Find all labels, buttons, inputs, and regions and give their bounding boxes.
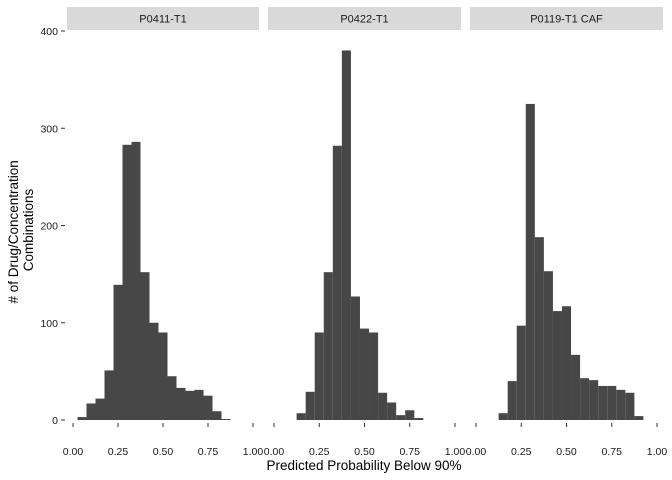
x-tick-label: 0.50 (153, 446, 174, 458)
histogram-bar (405, 410, 415, 420)
y-tick-label: 400 (40, 26, 58, 38)
x-tick-label: 0.00 (466, 446, 487, 458)
histogram-bar (534, 237, 544, 420)
histogram-bar (414, 418, 424, 420)
histogram-bar (212, 411, 222, 420)
x-tick-label: 0.25 (511, 446, 532, 458)
x-tick-label: 0.75 (198, 446, 219, 458)
histogram-bar (616, 389, 626, 420)
histogram-bar (525, 103, 535, 420)
histogram-bar (104, 370, 114, 420)
histogram-bar (369, 332, 379, 420)
histogram-bar (131, 141, 141, 421)
y-axis: 0 100 200 300 400 (40, 26, 65, 427)
x-tick-label: 0.50 (354, 446, 375, 458)
histogram-bar (580, 378, 590, 420)
histogram-bar (113, 284, 123, 420)
facet-strip-label: P0411-T1 (139, 14, 187, 26)
histogram-bar (221, 419, 231, 420)
x-tick-label: 0.75 (400, 446, 421, 458)
histogram-bar (634, 416, 644, 420)
x-tick-label: 0.00 (264, 446, 285, 458)
histogram-bar (323, 272, 333, 420)
x-tick-label: 0.75 (602, 446, 623, 458)
facet-strip-label: P0119-T1 CAF (530, 14, 603, 26)
histogram-bar (598, 385, 608, 420)
histogram-bar (378, 392, 388, 420)
histogram-bar (387, 402, 397, 420)
histogram-bar (507, 381, 517, 420)
histogram-bar (158, 332, 168, 420)
histogram-bar (176, 387, 186, 420)
histogram-bar (359, 328, 370, 420)
histogram-bar (625, 392, 635, 420)
histogram-bar (194, 389, 204, 420)
y-tick-label: 200 (40, 221, 58, 233)
panels-layer: P0411-T1 0.00 0.25 0.50 0.75 1.00 P0422-T1 0.00… (63, 7, 668, 458)
histogram-bar (185, 390, 195, 420)
histogram-bar (167, 376, 177, 420)
histogram-bar (350, 296, 360, 420)
facet-strip (67, 7, 259, 30)
histogram-bar (498, 413, 508, 420)
histogram-bar (140, 272, 150, 420)
histogram-bar (552, 311, 562, 420)
histogram-bar (305, 391, 315, 420)
histogram-bar (95, 398, 105, 420)
facet-strip (470, 7, 663, 30)
histogram-bar (516, 325, 526, 420)
y-axis-title-line-2: Combinations (21, 188, 36, 271)
y-axis-title-line-1: # of Drug/Concentration (6, 160, 21, 303)
panel-1: P0411-T1 0.00 0.25 0.50 0.75 1.00 (63, 7, 264, 458)
panel-2: P0422-T1 0.00 0.25 0.50 0.75 1.00 (264, 7, 466, 458)
facet-strip (268, 7, 461, 30)
facet-strip-label: P0422-T1 (340, 14, 388, 26)
histogram-bar (589, 380, 599, 420)
histogram-bar (203, 395, 213, 420)
y-axis-title: # of Drug/Concentration Combinations (6, 156, 36, 303)
histogram-bar (314, 332, 324, 420)
histogram-bar (396, 415, 406, 420)
x-tick-label: 0.00 (63, 446, 84, 458)
x-tick-label: 1.00 (445, 446, 466, 458)
histogram-bar (607, 385, 617, 420)
histogram-bar (561, 306, 572, 420)
histogram-bar (296, 413, 306, 420)
histogram-bar (543, 271, 553, 420)
histogram-bar (86, 403, 96, 420)
x-tick-label: 1.00 (243, 446, 264, 458)
panel-3: P0119-T1 CAF 0.00 0.25 0.50 0.75 1.00 (466, 7, 668, 458)
histogram-bar (332, 145, 342, 420)
x-tick-label: 0.25 (108, 446, 129, 458)
histogram-bar (122, 144, 132, 420)
histogram-bar (77, 417, 87, 420)
x-tick-label: 0.50 (556, 446, 577, 458)
x-tick-label: 1.00 (647, 446, 668, 458)
x-axis-title: Predicted Probability Below 90% (266, 458, 461, 473)
histogram-bar (571, 354, 581, 420)
histogram-bar (149, 322, 159, 420)
y-tick-label: 0 (52, 415, 58, 427)
x-tick-label: 0.25 (309, 446, 330, 458)
y-tick-label: 300 (40, 123, 58, 135)
y-tick-label: 100 (40, 318, 58, 330)
histogram-bar (341, 50, 351, 420)
